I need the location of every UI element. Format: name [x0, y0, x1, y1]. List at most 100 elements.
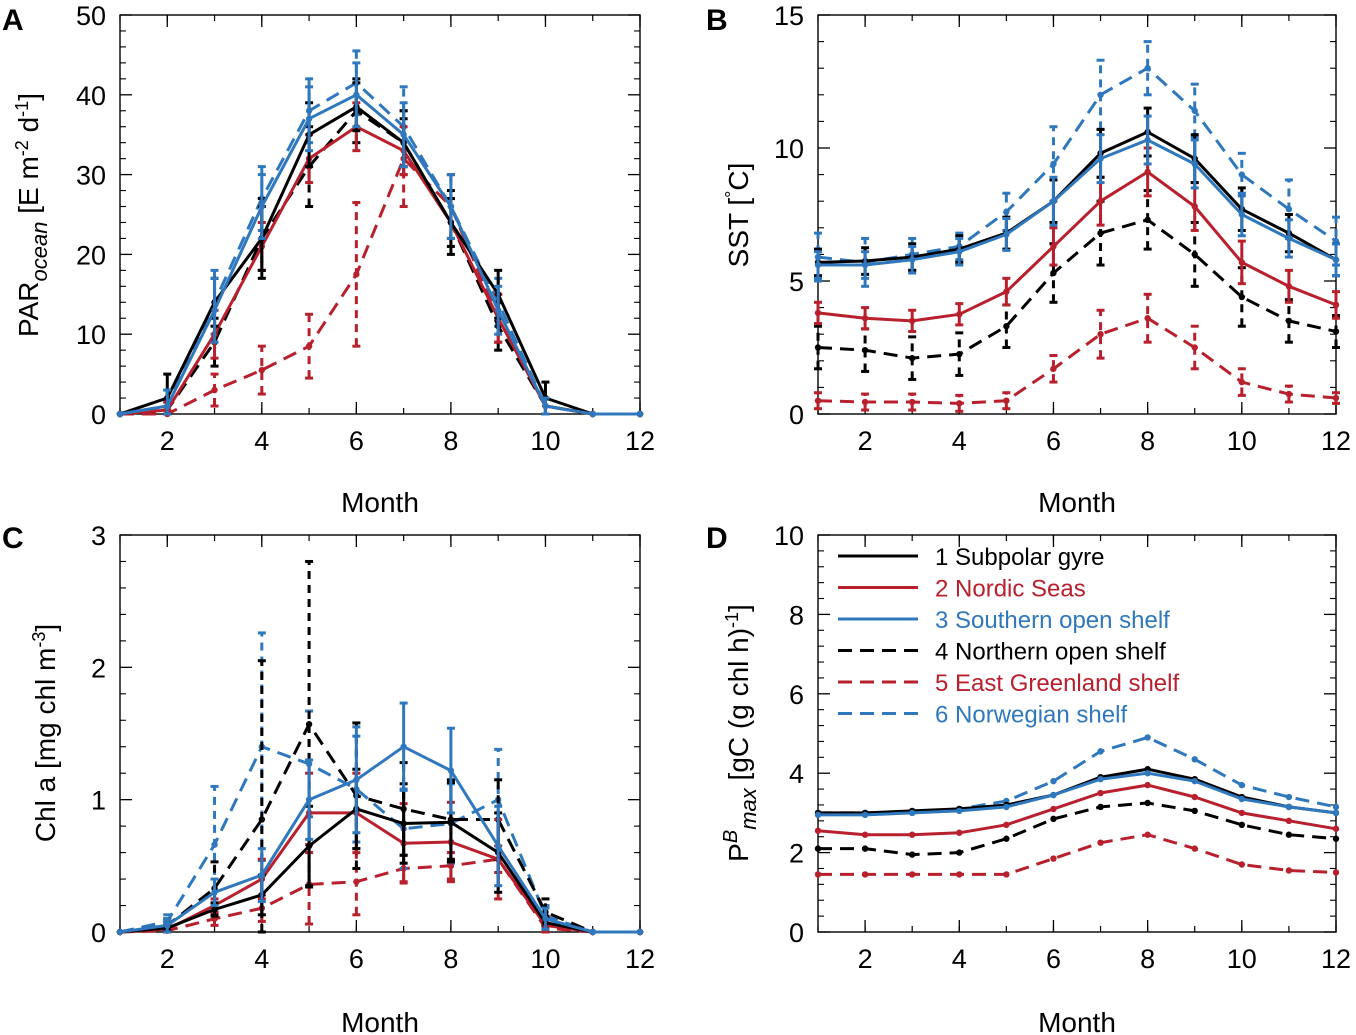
data-point-series-4	[814, 344, 822, 351]
y-tick-label: 8	[789, 600, 804, 630]
data-point-series-2	[1285, 817, 1293, 825]
data-point-series-3	[164, 922, 171, 929]
data-point-series-3	[542, 915, 549, 922]
chart-panel-b: 2 4 6 8 10 12 0 5 10 15 Month SST [°C] B	[706, 1, 1351, 518]
data-point-series-2	[1285, 283, 1293, 290]
data-point-series-3	[814, 261, 822, 269]
data-point-series-4	[1191, 251, 1198, 258]
data-point-series-5	[908, 871, 916, 878]
data-point-series-3	[814, 811, 822, 819]
plot-frame	[817, 534, 1337, 933]
data-point-series-3	[908, 809, 916, 817]
chart-panel-a: 2 4 6 8 10 12 0 10 20 30 40 50 Month PARocean [E m-2 …	[2, 1, 655, 518]
x-tick-label: 10	[530, 426, 560, 456]
series-line-3	[119, 93, 640, 416]
data-point-series-5	[258, 366, 266, 374]
data-point-series-3	[1050, 198, 1057, 205]
x-tick-label: 10	[1227, 426, 1257, 456]
data-point-series-3	[447, 767, 455, 774]
x-tick-label: 4	[952, 944, 967, 974]
data-point-series-6	[1332, 803, 1340, 811]
data-point-series-3	[636, 928, 644, 936]
data-point-series-3	[1332, 256, 1340, 263]
data-point-series-5	[353, 878, 360, 885]
data-point-series-6	[1003, 208, 1010, 216]
y-tick-label: 15	[774, 1, 804, 31]
data-point-series-5	[1332, 394, 1340, 402]
y-axis-label-d: PBmax [gC (g chl h)-1]	[720, 604, 761, 862]
data-point-series-2	[1097, 789, 1104, 797]
series-line-6	[119, 745, 640, 934]
data-point-series-3	[861, 811, 869, 819]
data-point-series-4	[1050, 815, 1057, 823]
data-point-series-5	[1238, 378, 1246, 386]
series-line-6	[119, 81, 640, 416]
x-tick-label: 8	[1140, 944, 1155, 974]
panel-letter: A	[2, 4, 24, 37]
x-tick-label: 2	[858, 944, 873, 974]
y-tick-label: 0	[789, 918, 804, 948]
data-point-series-4	[1238, 821, 1246, 829]
data-point-series-4	[1097, 229, 1104, 237]
data-point-series-2	[908, 831, 916, 838]
series-group	[116, 49, 644, 418]
data-point-series-6	[1238, 781, 1246, 789]
x-tick-label: 6	[1046, 944, 1061, 974]
data-point-series-3	[1003, 231, 1010, 238]
data-point-series-3	[258, 871, 266, 879]
data-point-series-3	[956, 807, 963, 815]
data-point-series-5	[1003, 397, 1010, 404]
y-tick-label: 1	[91, 786, 106, 816]
data-point-series-3	[447, 203, 455, 210]
data-point-series-4	[1144, 216, 1151, 224]
data-point-series-6	[1285, 205, 1293, 213]
series-line-3	[818, 138, 1337, 267]
data-point-series-2	[1238, 259, 1246, 266]
y-tick-label: 30	[76, 161, 106, 191]
data-point-series-2	[908, 317, 916, 325]
x-tick-label: 12	[625, 944, 655, 974]
data-point-series-3	[589, 410, 596, 418]
data-point-series-4	[1191, 807, 1198, 815]
data-point-series-5	[1144, 315, 1151, 322]
data-point-series-4	[1332, 328, 1340, 335]
data-point-series-5	[861, 871, 869, 878]
y-tick-label: 4	[789, 759, 804, 789]
x-tick-label: 2	[160, 944, 175, 974]
data-point-series-3	[956, 248, 963, 255]
plot-frame	[119, 14, 641, 415]
data-point-series-6	[1191, 756, 1198, 763]
y-tick-label: 50	[76, 1, 106, 31]
data-point-series-3	[1285, 235, 1293, 242]
series-line-5	[817, 316, 1337, 405]
x-axis-title: Month	[1038, 487, 1116, 518]
data-point-series-5	[956, 871, 963, 878]
data-point-series-5	[908, 398, 916, 406]
data-point-series-2	[1050, 805, 1057, 813]
data-point-series-4	[258, 816, 266, 823]
data-point-series-3	[116, 410, 124, 418]
data-point-series-6	[1144, 734, 1151, 741]
series-line-3	[818, 771, 1337, 817]
data-point-series-6	[211, 841, 218, 848]
y-tick-label: 10	[76, 320, 106, 350]
data-point-series-3	[494, 842, 502, 850]
data-point-series-2	[1238, 809, 1246, 817]
data-point-series-5	[1003, 871, 1010, 878]
y-tick-label: 2	[91, 653, 106, 683]
data-point-series-5	[1332, 869, 1340, 876]
data-point-series-5	[814, 871, 822, 878]
data-point-series-5	[305, 342, 313, 350]
data-point-series-4	[861, 845, 869, 852]
x-tick-label: 8	[443, 944, 458, 974]
data-point-series-4	[814, 845, 822, 852]
series-line-2	[119, 125, 640, 416]
series-line-6	[817, 66, 1337, 264]
x-axis-title: Month	[341, 1007, 419, 1035]
plot-frame	[119, 534, 641, 933]
data-point-series-3	[908, 256, 916, 263]
data-point-series-2	[1003, 821, 1010, 829]
data-point-series-3	[1332, 809, 1340, 817]
data-point-series-5	[861, 398, 869, 406]
